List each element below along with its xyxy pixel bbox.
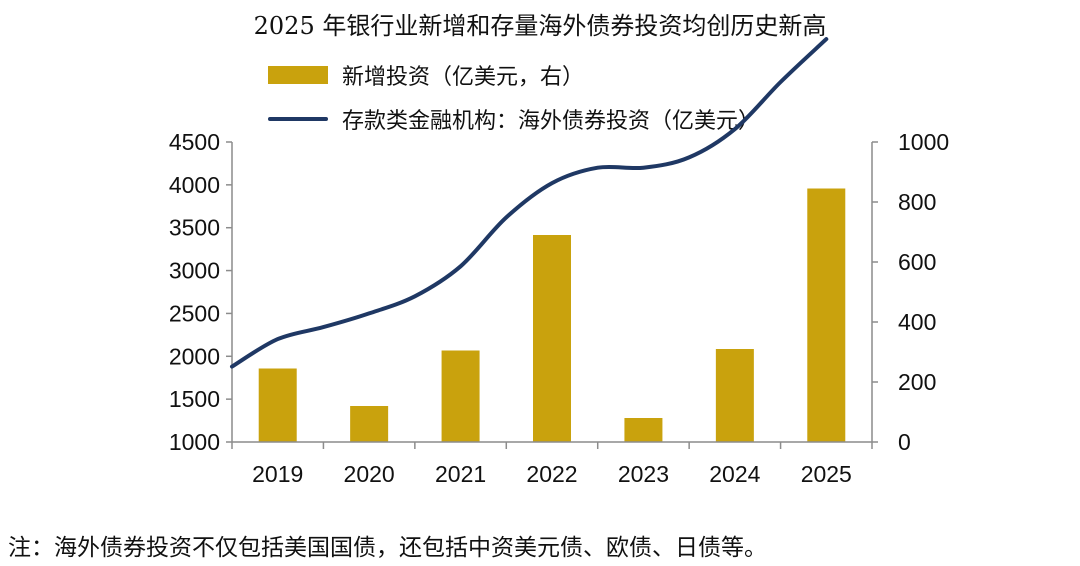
left-tick-label: 3500 [169,215,220,241]
left-tick-label: 2500 [169,300,220,326]
left-tick-label: 3000 [169,258,220,284]
right-tick-label: 1000 [898,129,949,155]
legend-label-overseas-bond: 存款类金融机构：海外债券投资（亿美元） [342,109,761,134]
x-tick-label-2025: 2025 [801,461,852,487]
bar-2022 [533,235,571,442]
x-tick-label-2022: 2022 [526,461,577,487]
legend-label-new-investment: 新增投资（亿美元，右） [342,65,585,90]
x-tick-label-2020: 2020 [344,461,395,487]
left-tick-label: 1500 [169,386,220,412]
chart-title: 2025 年银行业新增和存量海外债券投资均创历史新高 [253,12,827,40]
axes-group [226,141,878,449]
tick-label-group: 1000 1500 2000 2500 3000 3500 4000 4500 0 200 400 6… [169,129,949,487]
bar-2023 [624,418,663,442]
left-tick-label: 2000 [169,343,220,369]
series-line-overseas-bond [230,37,829,369]
bar-2021 [441,350,480,442]
right-tick-label: 400 [898,309,936,335]
legend-item-overseas-bond: 存款类金融机构：海外债券投资（亿美元） [268,104,760,134]
right-tick-label: 800 [898,189,936,215]
x-tick-label-2019: 2019 [252,461,303,487]
x-tick-label-2023: 2023 [618,461,669,487]
left-tick-label: 4000 [169,172,220,198]
x-tick-label-2024: 2024 [709,461,760,487]
right-tick-label: 200 [898,369,936,395]
bar-2019 [258,368,297,442]
bar-2024 [715,349,754,442]
right-tick-label: 0 [898,429,911,455]
right-tick-label: 600 [898,249,936,275]
bar-2020 [350,406,389,442]
bar-2025 [807,188,846,442]
footnote: 注：海外债券投资不仅包括美国国债，还包括中资美元债、欧债、日债等。 [8,535,767,561]
line-group [230,37,829,369]
x-tick-label-2021: 2021 [435,461,486,487]
bar-group [258,188,846,442]
left-tick-label: 4500 [169,129,220,155]
legend-swatch-line [268,117,328,121]
legend-item-new-investment: 新增投资（亿美元，右） [268,60,584,90]
legend-swatch-bar [268,66,328,84]
left-tick-label: 1000 [169,429,220,455]
